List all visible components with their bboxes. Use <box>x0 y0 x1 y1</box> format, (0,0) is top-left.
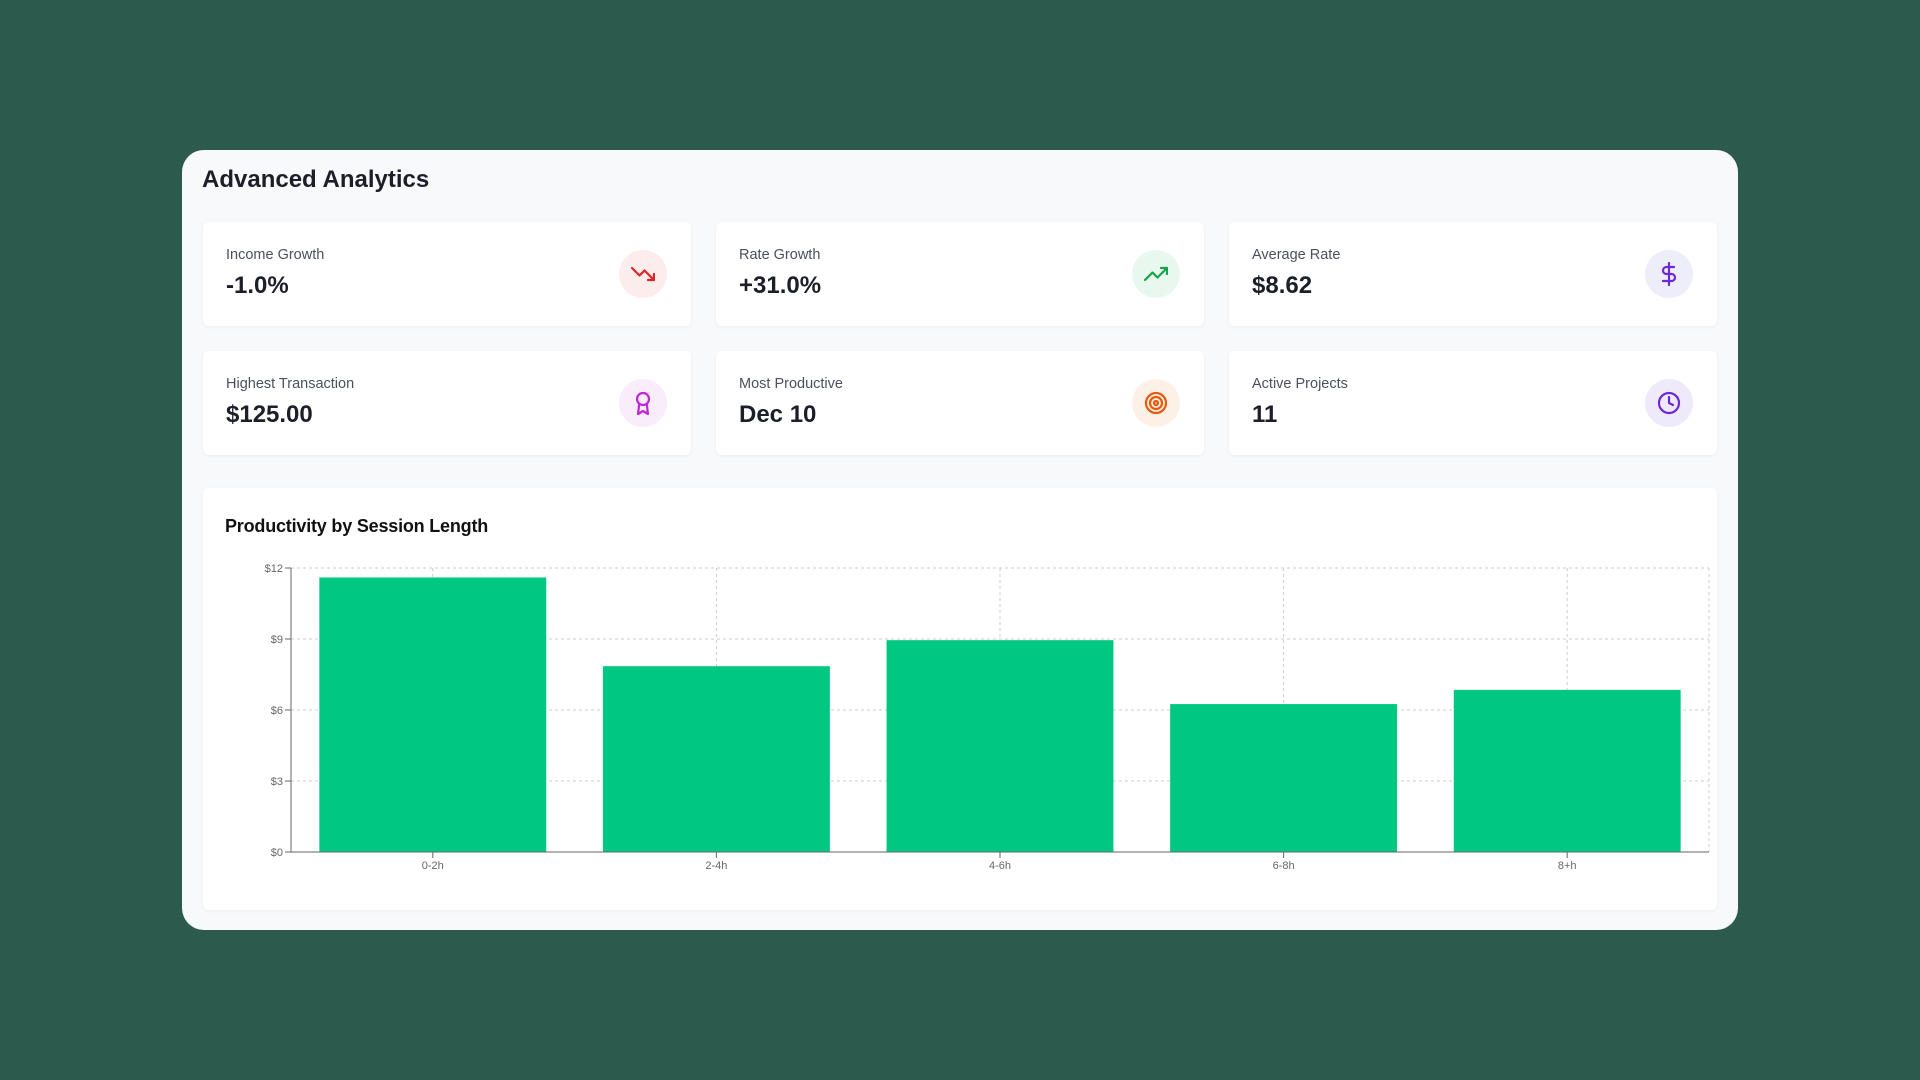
stat-value: $8.62 <box>1252 272 1313 299</box>
stat-value: 11 <box>1252 401 1278 428</box>
clock-icon <box>1645 379 1693 427</box>
stat-label: Rate Growth <box>739 247 821 263</box>
stat-label: Income Growth <box>226 247 325 263</box>
stat-label: Average Rate <box>1252 247 1341 263</box>
award-icon <box>619 379 667 427</box>
y-tick-label: $0 <box>271 847 283 859</box>
y-tick-label: $12 <box>265 563 283 575</box>
trending-down-icon <box>619 250 667 298</box>
y-tick-label: $6 <box>271 705 283 717</box>
bar <box>886 640 1114 852</box>
bar-chart: $0 $3 $6 $9 $12 0-2h 2-4h 4-6h 6-8h 8+h <box>265 563 1710 872</box>
stat-card-most-productive: Most Productive Dec 10 <box>716 351 1204 455</box>
x-tick-label: 2-4h <box>705 860 727 872</box>
stat-label: Most Productive <box>739 376 843 392</box>
stat-value: +31.0% <box>739 272 822 299</box>
stat-card-average-rate: Average Rate $8.62 <box>1229 222 1717 326</box>
x-tick-label: 0-2h <box>422 860 444 872</box>
stat-label: Highest Transaction <box>226 376 355 392</box>
bar <box>1453 689 1681 852</box>
target-icon <box>1132 379 1180 427</box>
y-tick-label: $9 <box>271 634 283 646</box>
dollar-icon <box>1645 250 1693 298</box>
analytics-panel: Advanced Analytics Income Growth -1.0% R… <box>182 150 1738 930</box>
page-title: Advanced Analytics <box>202 166 430 193</box>
chart-title: Productivity by Session Length <box>225 516 489 536</box>
x-tick-label: 4-6h <box>989 860 1011 872</box>
stat-card-active-projects: Active Projects 11 <box>1229 351 1717 455</box>
bar <box>1170 704 1398 852</box>
stat-card-highest-transaction: Highest Transaction $125.00 <box>203 351 691 455</box>
x-tick-label: 8+h <box>1558 860 1577 872</box>
bar <box>319 577 547 852</box>
y-tick-label: $3 <box>271 776 283 788</box>
stat-value: $125.00 <box>226 401 313 428</box>
stat-card-income-growth: Income Growth -1.0% <box>203 222 691 326</box>
stat-value: Dec 10 <box>739 401 817 428</box>
bar <box>602 666 830 852</box>
stat-card-rate-growth: Rate Growth +31.0% <box>716 222 1204 326</box>
trending-up-icon <box>1132 250 1180 298</box>
stat-label: Active Projects <box>1252 376 1348 392</box>
chart-card: Productivity by Session Length $0 $3 $6 $9 $… <box>203 488 1717 910</box>
stat-value: -1.0% <box>226 272 289 299</box>
x-tick-label: 6-8h <box>1273 860 1295 872</box>
